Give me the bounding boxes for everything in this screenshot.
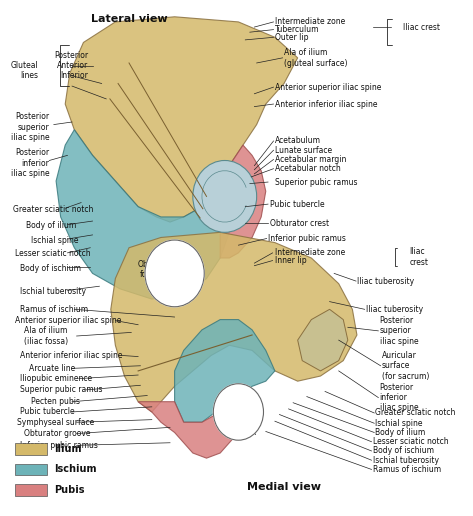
- Polygon shape: [65, 17, 298, 222]
- Text: Gluteal
lines: Gluteal lines: [10, 61, 38, 80]
- Text: Pubic tubercle: Pubic tubercle: [271, 200, 325, 208]
- Text: Anterior inferior iliac spine: Anterior inferior iliac spine: [275, 100, 377, 108]
- Polygon shape: [175, 319, 275, 422]
- Text: Ramus of ischium: Ramus of ischium: [373, 465, 441, 474]
- Text: Iliac
crest: Iliac crest: [409, 247, 429, 267]
- Text: Iliac tuberosity: Iliac tuberosity: [357, 277, 414, 285]
- Polygon shape: [202, 145, 266, 258]
- Text: Auricular
surface
(for sacrum): Auricular surface (for sacrum): [382, 351, 429, 381]
- FancyBboxPatch shape: [15, 464, 47, 475]
- Text: Lunate surface: Lunate surface: [275, 146, 332, 155]
- Text: Ala of ilium
(iliac fossa): Ala of ilium (iliac fossa): [24, 326, 68, 346]
- Text: Greater sciatic notch: Greater sciatic notch: [375, 409, 455, 417]
- Text: Arcuate line: Arcuate line: [29, 364, 75, 373]
- Text: Lesser sciatic notch: Lesser sciatic notch: [373, 437, 448, 446]
- Text: Intermediate zone: Intermediate zone: [275, 18, 345, 26]
- Text: Medial view: Medial view: [247, 482, 321, 492]
- Text: Pubis: Pubis: [54, 485, 84, 495]
- Text: Tuberculum: Tuberculum: [275, 25, 319, 34]
- Text: Inferior pubic ramus: Inferior pubic ramus: [19, 441, 97, 450]
- Text: Posterior
superior
iliac spine: Posterior superior iliac spine: [10, 112, 49, 142]
- Text: Posterior
Anterior
Inferior: Posterior Anterior Inferior: [54, 51, 88, 80]
- Text: Posterior
inferior
iliac spine: Posterior inferior iliac spine: [10, 148, 49, 178]
- Text: Body of ischium: Body of ischium: [19, 264, 80, 273]
- Text: Pubic tubercle: Pubic tubercle: [19, 408, 74, 416]
- Circle shape: [145, 240, 204, 307]
- Text: Superior pubic ramus: Superior pubic ramus: [275, 178, 358, 187]
- Text: Ilium: Ilium: [54, 444, 81, 454]
- Text: Greater sciatic notch: Greater sciatic notch: [13, 205, 93, 214]
- Polygon shape: [56, 130, 229, 299]
- Text: Inferior pubic ramus: Inferior pubic ramus: [268, 234, 346, 243]
- FancyBboxPatch shape: [15, 485, 47, 496]
- Text: Lateral view: Lateral view: [91, 14, 167, 24]
- Text: Iliac tuberosity: Iliac tuberosity: [366, 305, 423, 314]
- Text: Intermediate zone: Intermediate zone: [275, 248, 345, 257]
- Text: Body of ilium: Body of ilium: [26, 221, 77, 230]
- Text: Posterior
inferior
iliac spine: Posterior inferior iliac spine: [380, 383, 418, 412]
- Text: Ischial tuberosity: Ischial tuberosity: [373, 456, 439, 465]
- Text: Body of ischium: Body of ischium: [373, 446, 434, 456]
- Text: Lesser sciatic notch: Lesser sciatic notch: [15, 249, 91, 259]
- Text: Ala of ilium
(gluteal surface): Ala of ilium (gluteal surface): [284, 48, 348, 68]
- Text: Ischial spine: Ischial spine: [375, 419, 423, 428]
- Text: Anterior superior iliac spine: Anterior superior iliac spine: [275, 83, 381, 92]
- Text: Acetabular notch: Acetabular notch: [275, 164, 341, 173]
- Text: Superior pubic ramus: Superior pubic ramus: [19, 385, 102, 394]
- Text: Outer lip: Outer lip: [275, 33, 308, 42]
- Circle shape: [193, 160, 257, 232]
- Circle shape: [213, 384, 263, 440]
- FancyBboxPatch shape: [15, 443, 47, 455]
- Polygon shape: [298, 309, 348, 371]
- Text: Anterior superior iliac spine: Anterior superior iliac spine: [15, 316, 122, 325]
- Text: Obturator crest: Obturator crest: [271, 219, 330, 228]
- Text: Ischial tuberosity: Ischial tuberosity: [19, 287, 86, 296]
- Text: Obturator groove: Obturator groove: [24, 429, 91, 438]
- Text: Posterior
superior
iliac spine: Posterior superior iliac spine: [380, 316, 418, 346]
- Polygon shape: [111, 232, 357, 412]
- Text: Ramus of ischium: Ramus of ischium: [19, 305, 88, 314]
- Text: Symphyseal surface: Symphyseal surface: [18, 418, 95, 427]
- Polygon shape: [138, 401, 238, 458]
- Text: Pecten pubis: Pecten pubis: [31, 397, 80, 406]
- Text: Body of ilium: Body of ilium: [375, 428, 425, 437]
- Text: Iliac crest: Iliac crest: [403, 23, 439, 31]
- Text: Obturator
foramen: Obturator foramen: [138, 260, 175, 279]
- Text: Acetabulum: Acetabulum: [275, 137, 321, 146]
- Text: Obturator
foramen: Obturator foramen: [222, 417, 260, 437]
- Text: Ischium: Ischium: [54, 464, 96, 474]
- Text: Ischial spine: Ischial spine: [31, 235, 79, 245]
- Text: Acetabular margin: Acetabular margin: [275, 155, 346, 164]
- Text: Iliopubic eminence: Iliopubic eminence: [19, 374, 92, 383]
- Text: Anterior inferior iliac spine: Anterior inferior iliac spine: [19, 351, 122, 360]
- Text: Inner lip: Inner lip: [275, 256, 307, 265]
